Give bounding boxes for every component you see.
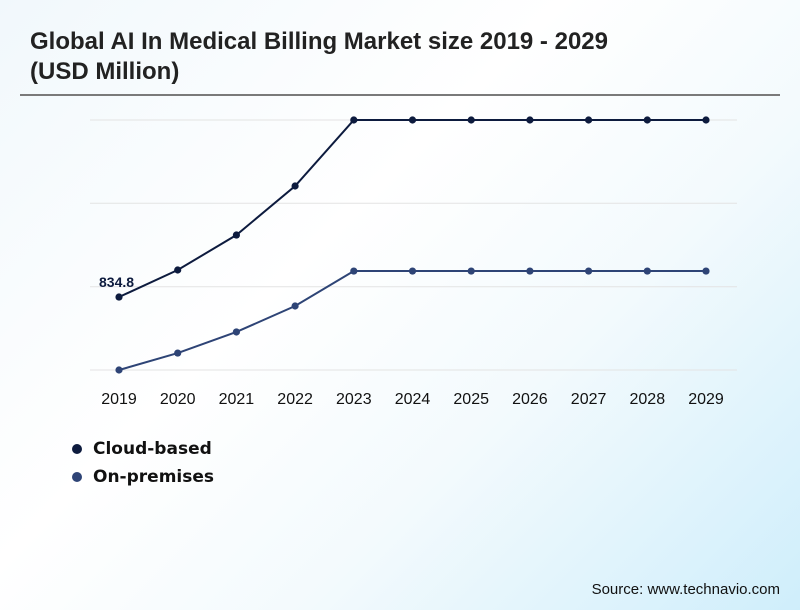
data-point — [115, 293, 123, 301]
x-tick-label: 2024 — [395, 391, 431, 408]
data-point — [467, 267, 475, 275]
data-labels: 834.8 — [99, 274, 134, 290]
x-tick-label: 2021 — [219, 391, 255, 408]
line-chart: 834.8 2019 2020 2021 2022 2023 2024 2025 2026 20… — [90, 116, 737, 408]
data-point — [291, 302, 299, 310]
series-points — [115, 116, 710, 374]
data-point — [408, 267, 417, 275]
data-point — [526, 116, 534, 124]
data-point — [702, 116, 710, 124]
x-tick-label: 2025 — [453, 391, 489, 408]
data-point — [585, 116, 593, 124]
data-point — [232, 328, 240, 336]
data-point — [702, 267, 710, 275]
legend-marker-icon — [72, 472, 82, 482]
title-divider — [20, 94, 780, 96]
data-point — [350, 267, 358, 275]
x-tick-label: 2026 — [512, 391, 548, 408]
data-point — [643, 116, 651, 124]
data-point — [174, 266, 182, 274]
legend-item-on-premises[interactable]: On-premises — [72, 463, 214, 491]
legend: Cloud-based On-premises — [72, 435, 214, 491]
legend-item-cloud-based[interactable]: Cloud-based — [72, 435, 214, 463]
x-tick-label: 2029 — [688, 391, 724, 408]
legend-marker-icon — [72, 444, 82, 454]
data-point — [232, 231, 240, 239]
data-label: 834.8 — [99, 274, 134, 290]
source-credit: Source: www.technavio.com — [591, 581, 780, 598]
data-point — [291, 182, 299, 190]
data-point — [526, 267, 534, 275]
x-tick-label: 2019 — [101, 391, 137, 408]
data-point — [115, 366, 123, 374]
x-tick-label: 2020 — [160, 391, 196, 408]
legend-label: Cloud-based — [93, 439, 212, 459]
data-point — [350, 116, 358, 124]
data-point — [643, 267, 651, 275]
series-lines — [118, 119, 706, 371]
x-tick-label: 2023 — [336, 391, 372, 408]
data-point — [174, 349, 182, 357]
x-tick-label: 2028 — [630, 391, 666, 408]
chart-title: Global AI In Medical Billing Market size… — [30, 28, 608, 85]
x-axis-ticks: 2019 2020 2021 2022 2023 2024 2025 2026 2027 2028… — [101, 391, 724, 408]
data-point — [467, 116, 475, 124]
gridlines — [90, 119, 737, 371]
x-tick-label: 2022 — [277, 391, 313, 408]
series-line-on-premises — [118, 270, 706, 371]
data-point — [408, 116, 417, 124]
x-tick-label: 2027 — [571, 391, 607, 408]
data-point — [585, 267, 593, 275]
legend-label: On-premises — [93, 467, 215, 487]
